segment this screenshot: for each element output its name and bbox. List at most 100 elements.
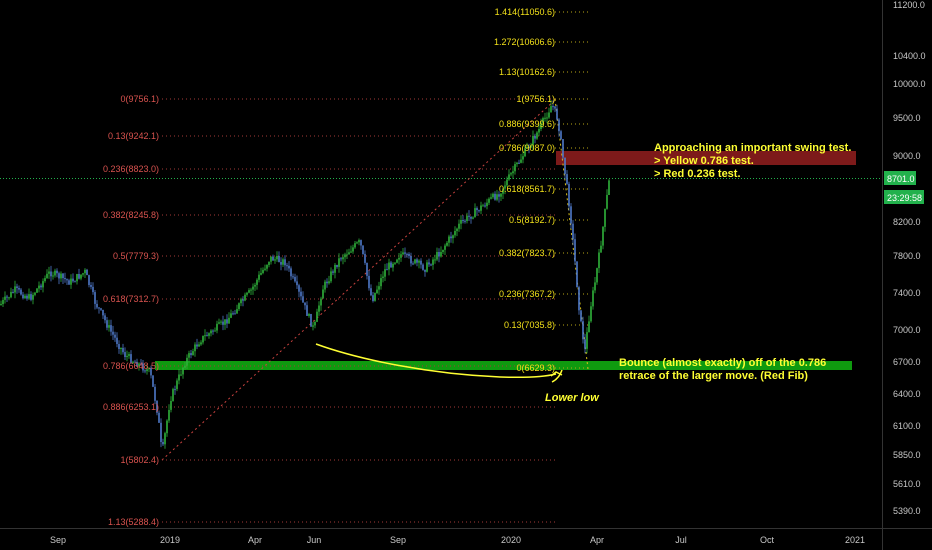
candle-body [176, 380, 178, 390]
green-support-zone[interactable] [155, 361, 852, 370]
candle-body [354, 243, 356, 248]
candle-body [326, 281, 328, 284]
candle-body [210, 330, 212, 334]
candle-body [480, 205, 482, 211]
candle-body [204, 335, 206, 337]
time-tick-label: Jul [675, 535, 687, 545]
candle-body [410, 256, 412, 264]
candle-body [44, 278, 46, 282]
candle-body [284, 259, 286, 266]
candle-body [38, 285, 40, 289]
candle-body [30, 294, 32, 300]
candle-body [276, 256, 278, 260]
candle-body [112, 331, 114, 335]
candle-body [24, 295, 26, 299]
candle-body [332, 271, 334, 273]
price-tick-label: 7800.0 [893, 251, 921, 261]
candle-body [86, 269, 88, 276]
candle-body [266, 264, 268, 269]
candle-body [192, 351, 194, 356]
top-note-line-3: > Red 0.236 test. [654, 168, 741, 180]
red-resistance-zone[interactable] [556, 151, 856, 165]
yellow-fib-label: 0.886(9399.6) [499, 119, 555, 129]
price-tick-label: 6100.0 [893, 421, 921, 431]
time-tick-label: Jun [307, 535, 322, 545]
candle-body [240, 299, 242, 304]
candle-body [428, 262, 430, 265]
candle-body [78, 274, 80, 279]
candle-body [220, 321, 222, 323]
candle-body [124, 352, 126, 357]
candle-body [420, 260, 422, 265]
candle-body [198, 344, 200, 347]
candle-body [586, 332, 588, 349]
candle-body [536, 132, 538, 139]
yellow-fib-label: 1.272(10606.6) [494, 37, 555, 47]
time-tick-label: Sep [390, 535, 406, 545]
candle-body [526, 146, 528, 149]
candle-body [62, 273, 64, 279]
candle-body [6, 296, 8, 298]
time-axis[interactable]: Sep 2019 Apr Jun Sep 2020 Apr Jul Oct 20… [50, 535, 865, 545]
candle-body [596, 268, 598, 283]
candle-body [440, 252, 442, 257]
candle-body [148, 368, 150, 370]
time-tick-label: Apr [590, 535, 604, 545]
candle-body [552, 106, 554, 108]
candle-body [172, 389, 174, 401]
candle-body [522, 156, 524, 160]
candle-body [184, 365, 186, 368]
red-fib-levels[interactable] [162, 98, 555, 523]
red-fib-trendline[interactable] [161, 99, 556, 461]
yellow-fib-label: 0(6629.3) [516, 363, 555, 373]
price-tick-label: 6400.0 [893, 389, 921, 399]
candle-body [564, 157, 566, 175]
candle-body [456, 228, 458, 231]
lower-low-curve[interactable] [315, 343, 557, 378]
time-tick-label: Apr [248, 535, 262, 545]
candle-body [468, 215, 470, 217]
time-tick-label: Sep [50, 535, 66, 545]
candle-body [250, 289, 252, 291]
candle-body [504, 185, 506, 189]
candle-body [362, 245, 364, 254]
candle-body [408, 253, 410, 256]
candle-body [56, 270, 58, 274]
price-tick-label: 5610.0 [893, 479, 921, 489]
candle-body [550, 106, 552, 113]
red-fib-label: 0.236(8823.0) [103, 164, 159, 174]
candle-body [530, 145, 532, 148]
candle-body [602, 226, 604, 246]
candle-body [208, 333, 210, 336]
candle-body [464, 220, 466, 222]
candle-body [558, 119, 560, 132]
price-tick-label: 9500.0 [893, 113, 921, 123]
candle-body [544, 117, 546, 119]
candle-body [384, 269, 386, 277]
yellow-fib-label: 0.786(9087.0) [499, 143, 555, 153]
red-fib-label: 0.382(8245.8) [103, 210, 159, 220]
candle-body [40, 285, 42, 288]
candle-body [572, 223, 574, 240]
candle-body [436, 252, 438, 260]
candle-body [242, 299, 244, 301]
candle-body [340, 258, 342, 260]
yellow-fib-levels[interactable] [555, 11, 588, 369]
current-price-value: 8701.0 [887, 174, 915, 184]
candle-body [600, 245, 602, 253]
candle-body [478, 210, 480, 212]
candle-body [588, 321, 590, 333]
candle-body [164, 433, 166, 445]
candle-body [254, 284, 256, 287]
candle-body [28, 294, 30, 299]
candle-body [166, 420, 168, 434]
candle-body [356, 242, 358, 244]
candle-body [252, 286, 254, 290]
candle-body [104, 315, 106, 321]
candle-body [178, 374, 180, 381]
candle-body [272, 256, 274, 261]
candle-body [554, 106, 556, 109]
candle-body [466, 215, 468, 221]
price-axis[interactable]: 11200.0 10400.0 10000.0 9500.0 9000.0 82… [893, 0, 926, 516]
candle-body [484, 205, 486, 207]
